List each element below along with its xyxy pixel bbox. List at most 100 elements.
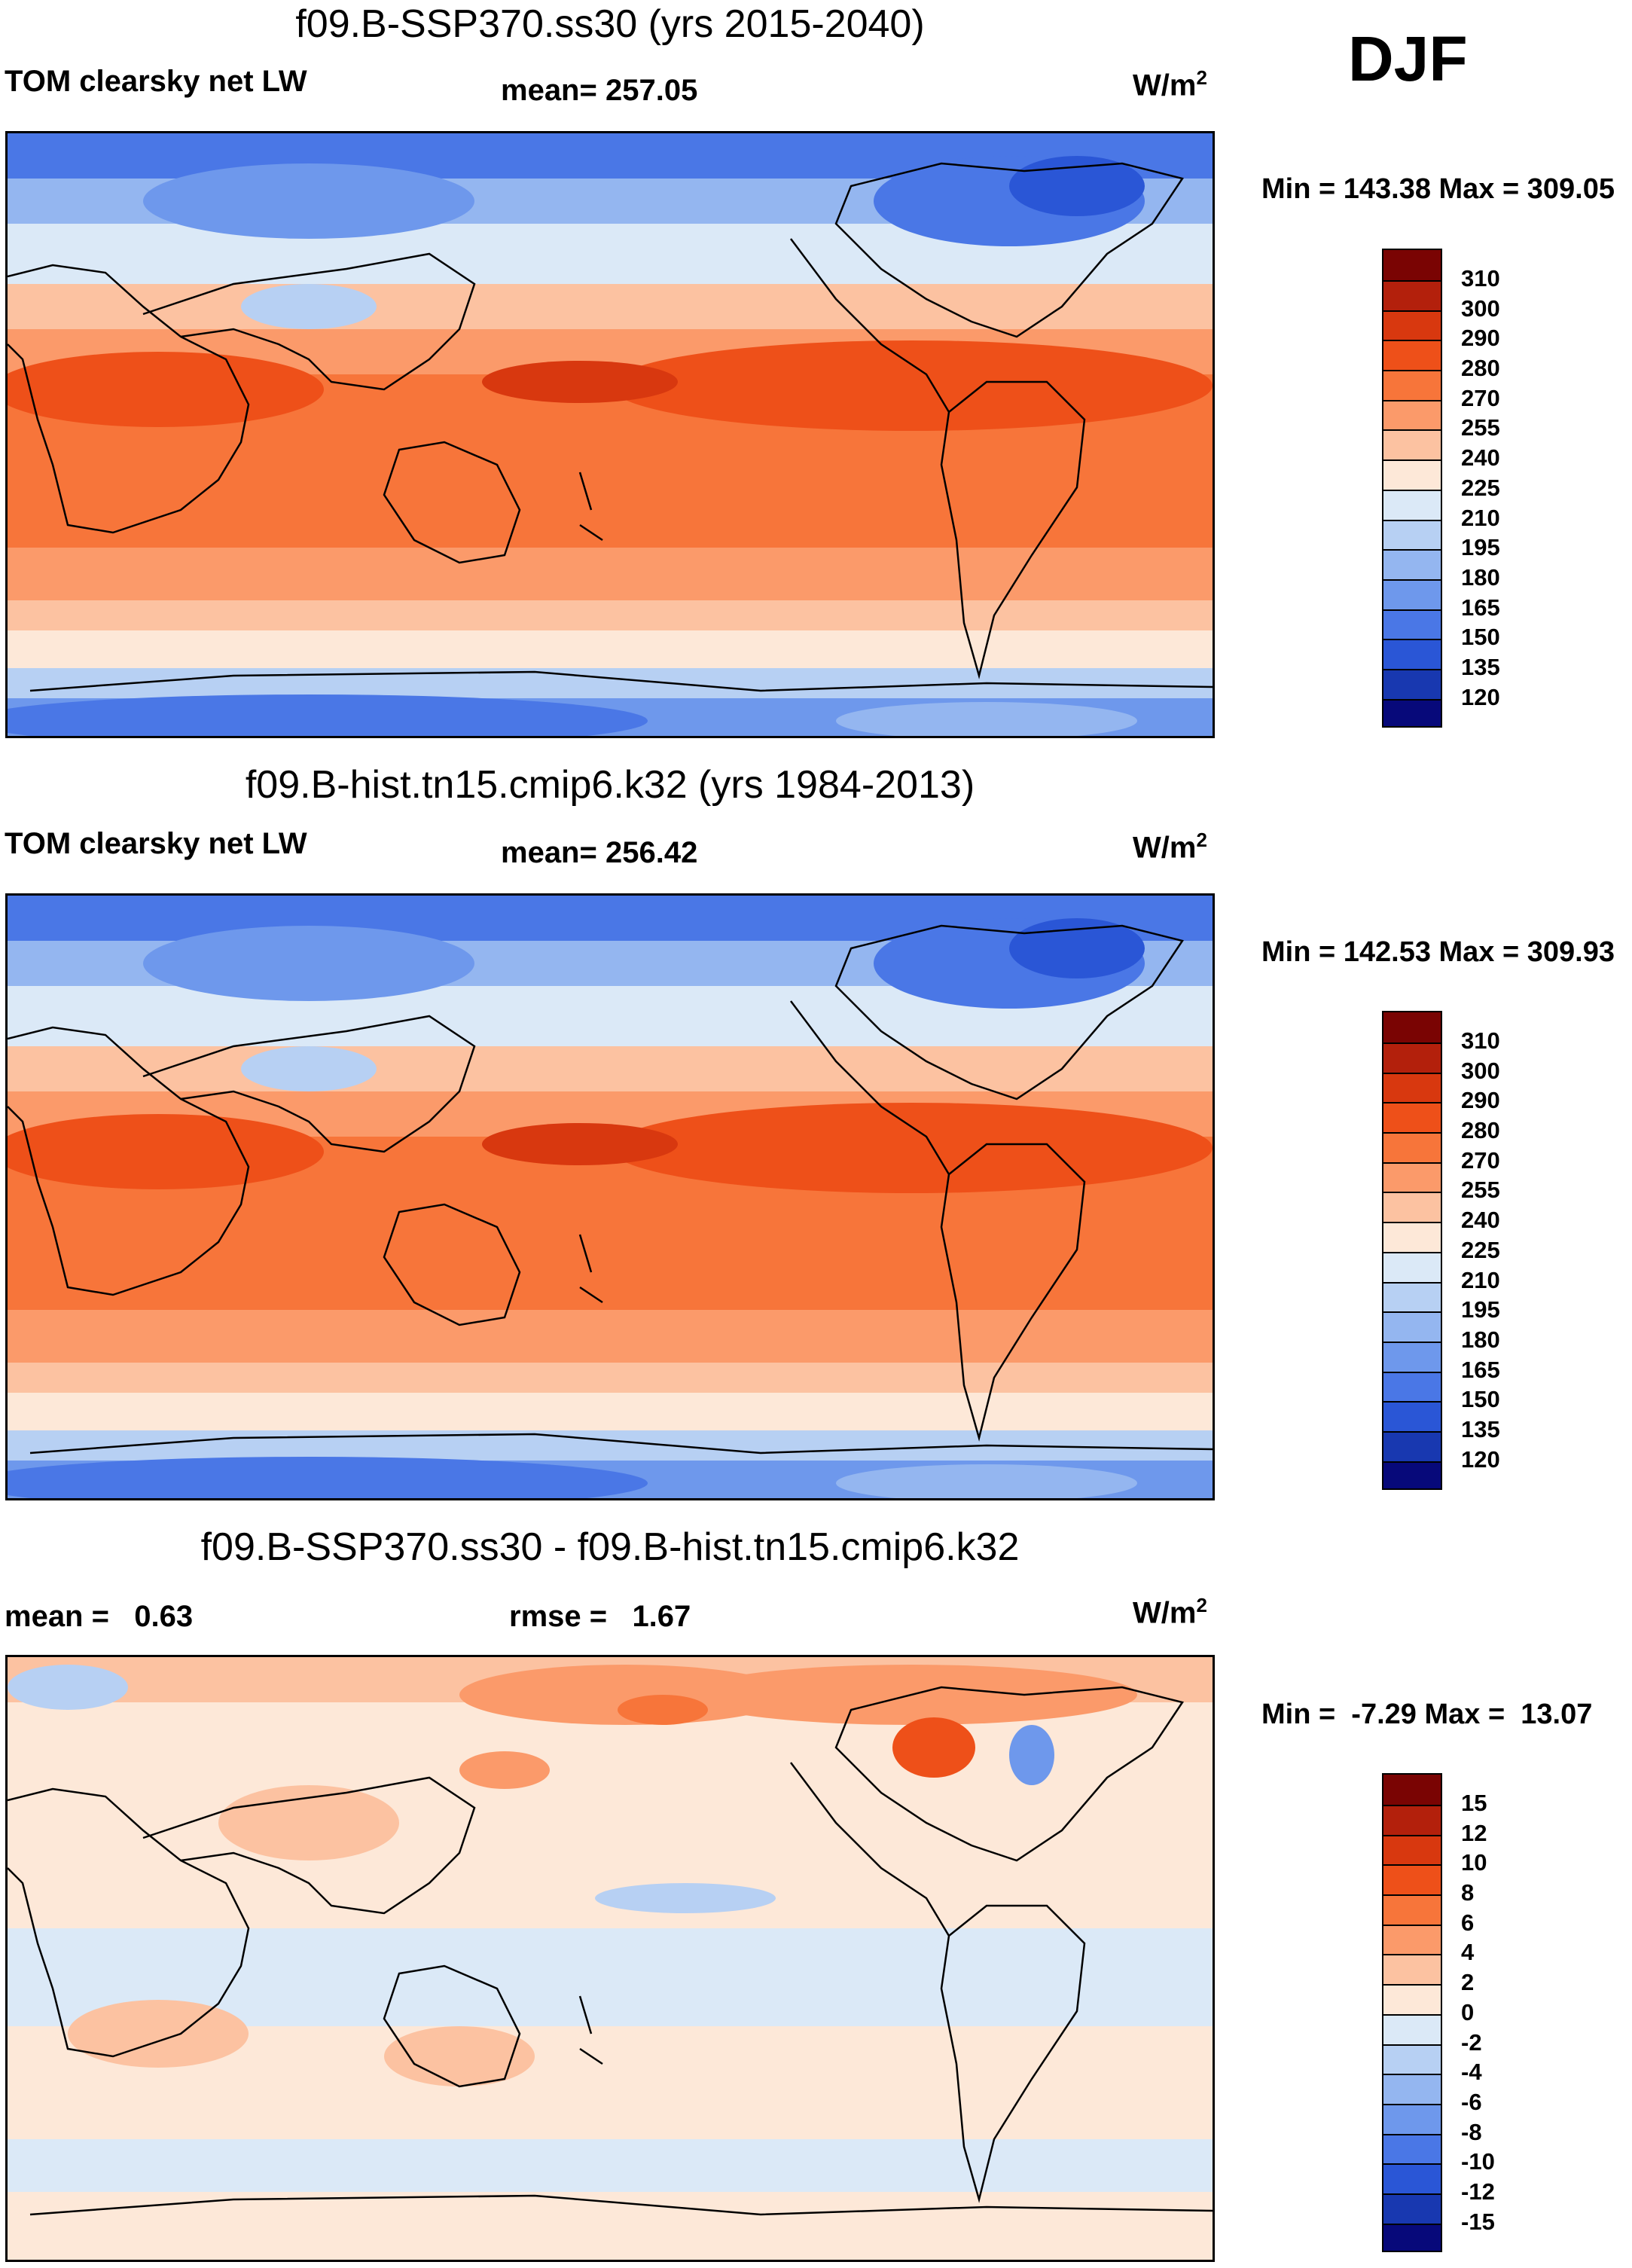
colorbar-tick-label: 280 <box>1461 1117 1500 1143</box>
panel-1-colorbar-swatch <box>1383 549 1441 579</box>
panel-2-colorbar-swatch <box>1383 1431 1441 1461</box>
panel-3-colorbar-swatch <box>1383 2074 1441 2104</box>
colorbar-tick-label: 210 <box>1461 505 1500 531</box>
panel-1-map <box>5 131 1215 738</box>
colorbar-tick-label: -15 <box>1461 2208 1495 2235</box>
panel-2-colorbar <box>1382 1011 1442 1490</box>
panel-3-colorbar-swatch <box>1383 1835 1441 1864</box>
panel-1-colorbar-swatch <box>1383 280 1441 310</box>
colorbar-tick-label: 210 <box>1461 1267 1500 1293</box>
panel-3-colorbar-swatch <box>1383 1864 1441 1894</box>
panel-2-minmax: Min = 142.53 Max = 309.93 <box>1261 936 1615 968</box>
panel-1-minmax: Min = 143.38 Max = 309.05 <box>1261 173 1615 205</box>
panel-2-colorbar-swatch <box>1383 1102 1441 1132</box>
panel-3-colorbar-swatch <box>1383 1984 1441 2014</box>
colorbar-tick-label: 310 <box>1461 1027 1500 1054</box>
panel-1-map-canvas <box>8 133 1213 736</box>
colorbar-tick-label: 255 <box>1461 1177 1500 1203</box>
panel-2-colorbar-swatch <box>1383 1461 1441 1488</box>
panel-1-title: f09.B-SSP370.ss30 (yrs 2015-2040) <box>295 2 925 46</box>
colorbar-tick-label: 240 <box>1461 444 1500 471</box>
panel-1-colorbar-swatch <box>1383 490 1441 520</box>
colorbar-tick-label: 195 <box>1461 1296 1500 1323</box>
panel-3-colorbar-swatch <box>1383 1954 1441 1984</box>
colorbar-tick-label: 8 <box>1461 1879 1475 1906</box>
colorbar-tick-label: 310 <box>1461 265 1500 292</box>
panel-3-map-canvas <box>8 1657 1213 2260</box>
colorbar-tick-label: 10 <box>1461 1849 1487 1876</box>
colorbar-tick-label: 300 <box>1461 295 1500 322</box>
colorbar-tick-label: 290 <box>1461 325 1500 351</box>
panel-3-colorbar-swatch <box>1383 1894 1441 1925</box>
panel-2-colorbar-swatch <box>1383 1042 1441 1073</box>
panel-2-colorbar-swatch <box>1383 1132 1441 1162</box>
colorbar-tick-label: 180 <box>1461 1326 1500 1353</box>
panel-1-variable: TOM clearsky net LW <box>5 65 307 98</box>
colorbar-tick-label: -2 <box>1461 2029 1482 2056</box>
colorbar-tick-label: -6 <box>1461 2089 1482 2115</box>
colorbar-tick-label: 270 <box>1461 1147 1500 1174</box>
season-label: DJF <box>1348 23 1468 94</box>
colorbar-tick-label: -10 <box>1461 2148 1495 2175</box>
colorbar-tick-label: 270 <box>1461 385 1500 411</box>
panel-2-colorbar-swatch <box>1383 1372 1441 1401</box>
colorbar-tick-label: -4 <box>1461 2059 1482 2085</box>
panel-2-colorbar-swatch <box>1383 1192 1441 1222</box>
panel-2-colorbar-swatch <box>1383 1073 1441 1102</box>
colorbar-tick-label: 300 <box>1461 1058 1500 1084</box>
panel-2-map-canvas <box>8 896 1213 1498</box>
panel-3-rmse: rmse = 1.67 <box>509 1600 691 1633</box>
panel-3-minmax: Min = -7.29 Max = 13.07 <box>1261 1699 1593 1730</box>
colorbar-tick-label: 120 <box>1461 684 1500 710</box>
panel-1-colorbar-swatch <box>1383 609 1441 639</box>
colorbar-tick-label: 165 <box>1461 594 1500 621</box>
panel-3-mean: mean = 0.63 <box>5 1600 194 1633</box>
colorbar-tick-label: 150 <box>1461 624 1500 650</box>
panel-2-variable: TOM clearsky net LW <box>5 827 307 860</box>
colorbar-tick-label: 280 <box>1461 355 1500 381</box>
colorbar-tick-label: 195 <box>1461 534 1500 560</box>
panel-2-title: f09.B-hist.tn15.cmip6.k32 (yrs 1984-2013… <box>245 763 975 807</box>
panel-2-colorbar-swatch <box>1383 1222 1441 1252</box>
panel-3-colorbar-swatch <box>1383 1805 1441 1835</box>
panel-1-colorbar-swatch <box>1383 459 1441 490</box>
panel-3-colorbar-swatch <box>1383 2014 1441 2044</box>
colorbar-tick-label: 4 <box>1461 1939 1475 1965</box>
panel-1-colorbar-swatch <box>1383 699 1441 726</box>
panel-1-units: W/m2 <box>1133 66 1207 102</box>
panel-3-colorbar-swatch <box>1383 2134 1441 2163</box>
panel-1-mean: mean= 257.05 <box>501 74 698 107</box>
panel-1-colorbar-swatch <box>1383 520 1441 549</box>
panel-2-colorbar-swatch <box>1383 1282 1441 1311</box>
colorbar-tick-label: 15 <box>1461 1790 1487 1816</box>
panel-2-map <box>5 893 1215 1500</box>
panel-2-colorbar-labels: 310 300 290 280 270 255 240 225 210 195 … <box>1461 1011 1566 1490</box>
colorbar-tick-label: 180 <box>1461 564 1500 591</box>
panel-3-colorbar-swatch <box>1383 2104 1441 2134</box>
panel-3-colorbar-swatch <box>1383 2193 1441 2224</box>
panel-1-colorbar-swatch <box>1383 669 1441 699</box>
panel-3-colorbar-swatch <box>1383 1925 1441 1954</box>
colorbar-tick-label: 0 <box>1461 1999 1475 2025</box>
panel-2-colorbar-swatch <box>1383 1342 1441 1372</box>
panel-3-colorbar-swatch <box>1383 2044 1441 2074</box>
panel-1-colorbar-swatch <box>1383 370 1441 400</box>
colorbar-tick-label: 135 <box>1461 654 1500 680</box>
panel-2-colorbar-swatch <box>1383 1252 1441 1282</box>
panel-3-colorbar <box>1382 1773 1442 2252</box>
colorbar-tick-label: 2 <box>1461 1969 1475 1995</box>
panel-3-map <box>5 1655 1215 2262</box>
panel-1-colorbar-swatch <box>1383 400 1441 429</box>
colorbar-tick-label: -8 <box>1461 2119 1482 2145</box>
panel-3-title: f09.B-SSP370.ss30 - f09.B-hist.tn15.cmip… <box>200 1525 1020 1569</box>
panel-3-units: W/m2 <box>1133 1594 1207 1630</box>
colorbar-tick-label: 150 <box>1461 1386 1500 1412</box>
panel-1-colorbar-labels: 310 300 290 280 270 255 240 225 210 195 … <box>1461 249 1566 728</box>
panel-2-mean: mean= 256.42 <box>501 836 698 869</box>
panel-2-colorbar-swatch <box>1383 1401 1441 1431</box>
panel-1-colorbar-swatch <box>1383 639 1441 669</box>
panel-2-units: W/m2 <box>1133 829 1207 865</box>
panel-1-colorbar <box>1382 249 1442 728</box>
colorbar-tick-label: 135 <box>1461 1416 1500 1442</box>
panel-3-colorbar-swatch <box>1383 1775 1441 1805</box>
